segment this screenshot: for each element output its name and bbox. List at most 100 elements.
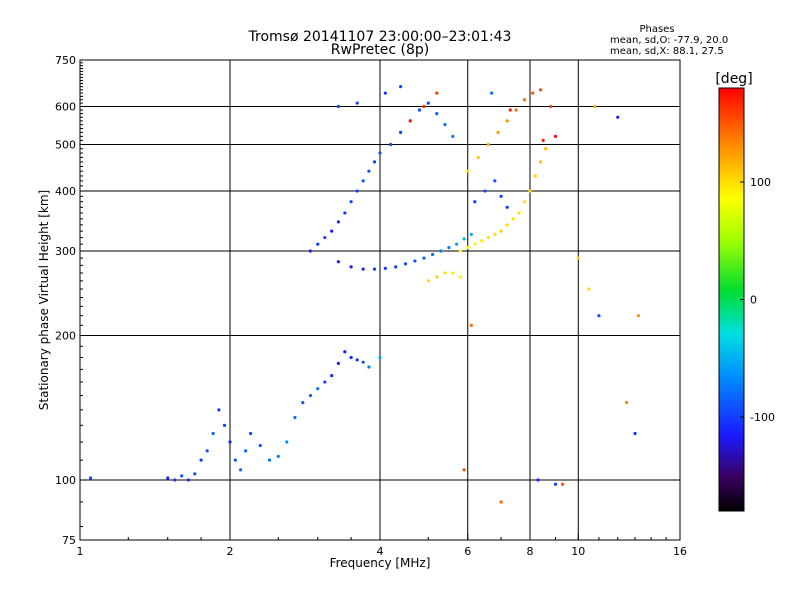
data-point	[173, 478, 177, 482]
y-tick-label: 750	[55, 54, 76, 67]
y-tick-label: 100	[55, 474, 76, 487]
colorbar-tick-label: -100	[750, 411, 775, 424]
scatter-points	[88, 85, 640, 504]
data-point	[426, 101, 430, 105]
data-point	[316, 387, 320, 391]
x-tick-label: 6	[464, 545, 471, 558]
x-axis-label: Frequency [MHz]	[330, 556, 431, 570]
data-point	[205, 449, 209, 453]
data-point	[560, 482, 565, 486]
data-point	[222, 423, 227, 427]
data-point	[186, 478, 190, 482]
data-point	[553, 482, 558, 486]
data-point	[486, 235, 490, 240]
data-point	[228, 440, 232, 444]
data-point	[258, 443, 262, 448]
data-point	[430, 252, 435, 257]
data-point	[466, 245, 470, 250]
data-point	[469, 323, 473, 327]
data-point	[323, 380, 327, 384]
data-point	[496, 130, 500, 134]
data-point	[408, 119, 412, 123]
data-point	[372, 160, 377, 164]
data-point	[426, 279, 430, 283]
y-tick-label: 600	[55, 101, 76, 114]
data-point	[166, 476, 170, 480]
data-point	[323, 235, 327, 240]
data-point	[361, 179, 365, 183]
data-point	[361, 267, 365, 271]
data-point	[435, 111, 439, 116]
data-point	[343, 350, 347, 354]
data-point	[308, 249, 313, 253]
data-point	[473, 242, 477, 246]
data-point	[451, 271, 455, 275]
data-point	[399, 130, 403, 134]
data-point	[493, 179, 497, 183]
data-point	[636, 314, 640, 318]
x-tick-label: 1	[77, 545, 84, 558]
y-tick-label: 200	[55, 330, 76, 343]
data-point	[531, 91, 535, 95]
data-point	[330, 229, 334, 233]
data-point	[355, 101, 359, 105]
data-point	[276, 454, 280, 459]
data-point	[88, 476, 93, 480]
data-point	[483, 189, 487, 193]
data-point	[499, 194, 503, 198]
data-point	[383, 91, 387, 95]
data-point	[462, 468, 466, 472]
data-point	[399, 85, 403, 89]
data-point	[336, 220, 340, 224]
data-point	[476, 155, 480, 160]
x-tick-label: 8	[527, 545, 534, 558]
data-point	[528, 189, 532, 193]
data-point	[549, 104, 553, 109]
data-point	[361, 360, 365, 364]
data-point	[349, 265, 353, 269]
y-tick-label: 500	[55, 139, 76, 152]
data-point	[394, 265, 398, 269]
data-point	[211, 431, 215, 436]
data-point	[367, 169, 371, 173]
data-point	[538, 88, 543, 92]
data-point	[336, 104, 340, 109]
data-point	[447, 245, 451, 250]
data-point	[522, 200, 527, 204]
data-point	[413, 259, 417, 263]
data-point	[378, 151, 382, 155]
data-point	[533, 174, 537, 178]
data-point	[372, 267, 377, 271]
data-point	[458, 249, 463, 253]
y-tick-label: 75	[62, 534, 76, 547]
data-point	[587, 287, 591, 291]
data-point	[343, 211, 347, 215]
data-point	[505, 119, 509, 123]
data-point	[308, 393, 313, 398]
data-point	[383, 266, 387, 270]
colorbar-ticks: 100 0 -100	[740, 176, 775, 424]
data-point	[466, 169, 470, 173]
data-point	[633, 431, 637, 436]
data-point	[536, 478, 540, 482]
stats-heading: Phases	[639, 24, 674, 35]
data-point	[597, 314, 601, 318]
data-point	[455, 242, 459, 246]
data-point	[473, 200, 477, 204]
data-point	[508, 108, 512, 112]
data-point	[336, 361, 340, 365]
data-point	[439, 249, 443, 253]
data-point	[435, 275, 439, 279]
stats-o-mode: mean, sd,O: -77.9, 20.0	[610, 35, 728, 46]
data-point	[541, 138, 545, 142]
y-axis-label: Stationary phase Virtual Height [km]	[37, 190, 51, 410]
data-point	[249, 431, 253, 436]
y-tick-label: 400	[55, 185, 76, 198]
data-point	[517, 211, 521, 215]
data-point	[233, 458, 237, 462]
data-point	[505, 205, 509, 209]
data-point	[553, 134, 558, 138]
data-point	[486, 142, 490, 147]
data-point	[422, 256, 426, 260]
axis-ticks: 1 2 4 6 8 10 16 75 100 200 300 400 500 600 750	[55, 54, 687, 558]
